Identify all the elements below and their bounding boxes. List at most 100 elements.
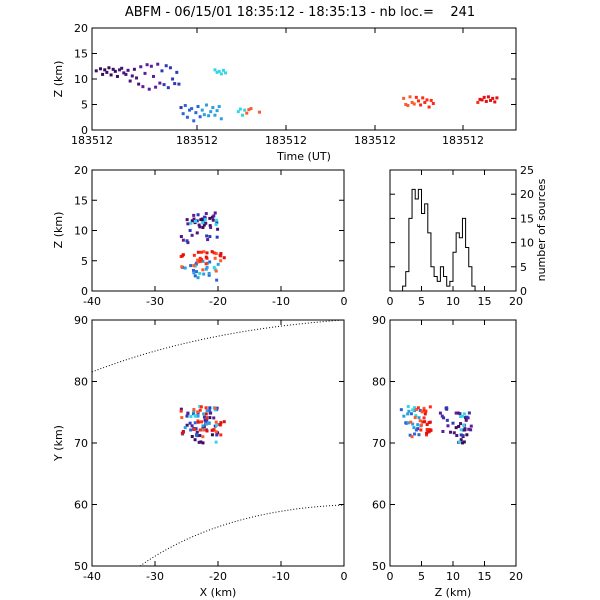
x-height-point — [215, 218, 219, 222]
plan-view-point — [201, 424, 205, 428]
z-y-point — [406, 404, 410, 408]
z-y-point — [441, 429, 445, 433]
plan-view-point — [190, 424, 194, 428]
time-height-point — [493, 100, 497, 104]
z-y-point — [418, 408, 422, 412]
x-height-point — [213, 267, 217, 271]
plan-view-point — [205, 409, 209, 413]
y-tick-label: 10 — [520, 237, 534, 250]
x-height-point — [181, 238, 185, 242]
z-y-point — [459, 422, 463, 426]
histogram-ylabel: number of sources — [535, 178, 548, 281]
plan-view-point — [201, 435, 205, 439]
plan-view-points — [179, 404, 226, 445]
plan-view-point — [179, 409, 183, 413]
plan-view-point — [204, 406, 208, 410]
x-height-point — [214, 251, 218, 255]
y-tick-label: 15 — [520, 212, 534, 225]
x-height-point — [215, 221, 219, 225]
x-height-point — [199, 250, 203, 254]
time-height-point — [207, 114, 211, 118]
z-y-point — [427, 421, 431, 425]
plan-view-point — [214, 430, 218, 434]
plan-view-point — [193, 438, 197, 442]
time-height-point — [98, 67, 102, 71]
x-tick-label: -20 — [209, 570, 227, 583]
y-tick-label: 5 — [81, 255, 88, 268]
time-height-point — [495, 96, 499, 100]
x-height-point — [193, 219, 197, 223]
z-y-point — [417, 433, 421, 437]
plan-view-point — [216, 423, 220, 427]
plan-view-point — [191, 412, 195, 416]
time-height-point — [211, 106, 215, 110]
time-height-point — [213, 113, 217, 117]
z-y-point — [418, 419, 422, 423]
z-y-xlabel: Z (km) — [435, 586, 472, 599]
time-height-point — [118, 68, 122, 72]
z-y-point — [464, 418, 468, 422]
x-height-point — [180, 265, 184, 269]
x-height-point — [215, 235, 219, 239]
z-y-point — [425, 427, 429, 431]
z-y-panel: 0 5 10 15 20 50 60 70 80 90 Z (km) — [372, 314, 523, 599]
time-height-point — [427, 105, 431, 109]
plan-view-point — [215, 433, 219, 437]
z-y-point — [420, 423, 423, 427]
x-height-point — [213, 256, 217, 260]
x-height-point — [208, 224, 212, 228]
z-y-point — [442, 416, 446, 420]
z-y-point — [406, 421, 410, 425]
plan-view-point — [189, 415, 193, 419]
z-y-point — [459, 438, 463, 442]
x-tick-label: -10 — [272, 295, 290, 308]
z-y-point — [467, 427, 471, 431]
z-y-point — [413, 432, 417, 436]
time-height-point — [476, 100, 480, 104]
time-height-point — [484, 99, 488, 103]
plan-view-point — [188, 421, 192, 425]
x-height-point — [201, 225, 205, 229]
x-height-point — [204, 212, 208, 216]
x-tick-label: 0 — [341, 295, 348, 308]
x-height-point — [219, 251, 223, 255]
time-height-point — [177, 82, 181, 86]
time-height-point — [107, 66, 111, 70]
z-y-point — [416, 423, 420, 427]
x-height-point — [210, 250, 214, 254]
plan-view-point — [198, 434, 202, 438]
x-height-point — [195, 231, 199, 235]
plan-view-point — [183, 426, 187, 430]
time-height-point — [219, 117, 223, 121]
x-height-point — [204, 255, 208, 259]
time-height-point — [137, 82, 141, 86]
x-height-point — [212, 214, 216, 218]
x-height-point — [213, 211, 217, 215]
time-height-point — [103, 68, 107, 72]
plan-view-point — [197, 440, 201, 444]
x-height-point — [191, 268, 195, 272]
time-height-point — [224, 71, 228, 75]
z-y-point — [409, 420, 413, 424]
plan-view-point — [190, 434, 194, 438]
z-y-point — [452, 431, 456, 435]
x-height-point — [197, 223, 201, 227]
x-height-point — [189, 221, 193, 225]
x-tick-label: 183512 — [176, 134, 218, 147]
x-tick-label: 15 — [478, 295, 492, 308]
z-y-point — [459, 433, 463, 437]
z-y-point — [413, 406, 417, 410]
x-height-point — [204, 221, 208, 225]
x-height-point — [201, 221, 205, 225]
z-y-point — [404, 421, 408, 425]
x-height-point — [204, 267, 208, 271]
time-height-point — [101, 72, 105, 76]
x-height-point — [196, 260, 200, 264]
y-tick-label: 80 — [372, 376, 386, 389]
y-tick-label: 5 — [520, 261, 527, 274]
plan-view-ylabel: Y (km) — [52, 425, 65, 462]
x-height-point — [200, 217, 204, 221]
x-height-point — [208, 216, 212, 220]
